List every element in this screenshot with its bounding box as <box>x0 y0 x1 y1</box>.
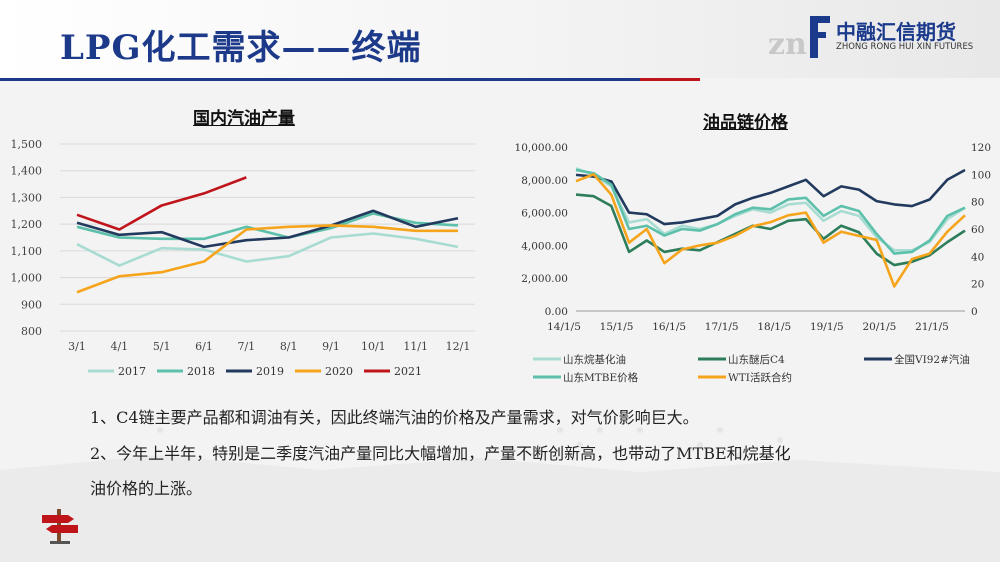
y-left-tick-label: 6,000.00 <box>521 208 568 220</box>
y-left-tick-label: 10,000.00 <box>515 142 568 154</box>
series-line <box>575 193 966 267</box>
logo-chinese-name: 中融汇信期货 <box>836 20 956 44</box>
legend-label: 2017 <box>118 365 146 378</box>
svg-text:zn: zn <box>768 27 807 62</box>
series-line-2021 <box>76 176 247 231</box>
y-right-tick-label: 80 <box>971 197 984 209</box>
signpost-icon <box>42 509 78 544</box>
x-tick-label: 12/1 <box>446 340 471 353</box>
text-line-2: 2、今年上半年，特别是二季度汽油产量同比大幅增加，产量不断创新高，也带动了MTB… <box>90 444 791 463</box>
x-tick-label: 7/1 <box>237 340 255 353</box>
chart1-title: 国内汽油产量 <box>193 109 295 129</box>
header-accent-line <box>0 78 700 81</box>
logo-english-name: ZHONG RONG HUI XIN FUTURES <box>836 42 974 52</box>
x-tick-label: 15/1/5 <box>600 321 634 333</box>
series-line-2020 <box>76 224 458 294</box>
y-left-tick-label: 4,000.00 <box>521 240 568 252</box>
text-line-1: 1、C4链主要产品都和调油有关，因此终端汽油的价格及产量需求，对气价影响巨大。 <box>90 408 699 427</box>
x-tick-label: 21/1/5 <box>915 321 949 333</box>
logo-mark-icon: zn <box>768 16 830 62</box>
x-tick-label: 14/1/5 <box>547 321 581 333</box>
series-line <box>575 173 966 288</box>
gasoline-output-chart: 1,500 1,400 1,300 1,200 1,100 1,000 900 800 3/1 4… <box>11 138 475 378</box>
x-tick-label: 9/1 <box>322 340 340 353</box>
legend-label: 全国VI92#汽油 <box>894 353 970 366</box>
legend-label: 2020 <box>325 365 353 378</box>
header-band <box>0 0 1000 78</box>
legend-label: 2018 <box>187 365 215 378</box>
series-line <box>575 168 966 226</box>
y-left-tick-label: 0.00 <box>545 306 568 318</box>
y-tick-label: 1,500 <box>11 138 43 151</box>
x-tick-label: 5/1 <box>153 340 171 353</box>
series-line-2019 <box>76 209 459 249</box>
y-tick-label: 1,100 <box>11 245 43 258</box>
legend-label: 2019 <box>256 365 284 378</box>
oil-chain-price-chart: 10,000.00 8,000.00 6,000.00 4,000.00 2,000.0… <box>515 142 992 384</box>
y-right-tick-label: 0 <box>971 306 978 318</box>
x-tick-label: 16/1/5 <box>652 321 686 333</box>
x-tick-label: 18/1/5 <box>757 321 791 333</box>
legend-label: 2021 <box>394 365 422 378</box>
y-left-tick-label: 2,000.00 <box>521 273 568 285</box>
y-right-tick-label: 120 <box>971 142 991 154</box>
y-right-tick-label: 20 <box>971 279 984 291</box>
page-title: LPG化工需求——终端 <box>60 28 422 68</box>
y-right-tick-label: 40 <box>971 251 984 263</box>
y-tick-label: 800 <box>21 325 42 338</box>
legend-label: 山东MTBE价格 <box>563 371 639 384</box>
series-line <box>575 168 966 255</box>
x-tick-label: 4/1 <box>110 340 128 353</box>
x-tick-label: 8/1 <box>280 340 298 353</box>
x-tick-label: 6/1 <box>195 340 213 353</box>
series-line <box>575 167 966 252</box>
y-right-tick-label: 100 <box>971 169 991 181</box>
x-tick-label: 3/1 <box>68 340 86 353</box>
y-right-tick-label: 60 <box>971 224 984 236</box>
series-line-2017 <box>76 232 459 267</box>
legend-label: WTI活跃合约 <box>728 371 792 384</box>
x-tick-label: 10/1 <box>361 340 386 353</box>
company-logo: zn 中融汇信期货 ZHONG RONG HUI XIN FUTURES <box>768 12 988 62</box>
x-tick-label: 20/1/5 <box>863 321 897 333</box>
x-tick-label: 17/1/5 <box>705 321 739 333</box>
x-tick-label: 19/1/5 <box>810 321 844 333</box>
x-tick-label: 11/1 <box>403 340 428 353</box>
legend-label: 山东醚后C4 <box>728 353 785 366</box>
y-tick-label: 900 <box>21 298 42 311</box>
text-line-3: 油价格的上涨。 <box>90 479 203 498</box>
y-tick-label: 1,300 <box>11 191 43 204</box>
y-tick-label: 1,200 <box>11 218 43 231</box>
y-tick-label: 1,000 <box>11 272 43 285</box>
legend-label: 山东烷基化油 <box>563 353 626 366</box>
chart2-title: 油品链价格 <box>703 113 788 133</box>
y-tick-label: 1,400 <box>11 165 43 178</box>
y-left-tick-label: 8,000.00 <box>521 175 568 187</box>
